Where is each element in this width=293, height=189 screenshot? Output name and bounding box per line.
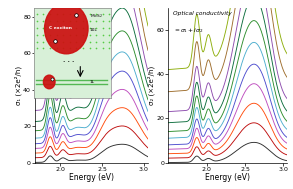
- X-axis label: Energy (eV): Energy (eV): [69, 173, 114, 182]
- Circle shape: [45, 3, 88, 54]
- X-axis label: Energy (eV): Energy (eV): [205, 173, 250, 182]
- Y-axis label: σ₂ (×2e²/h): σ₂ (×2e²/h): [148, 65, 155, 105]
- Text: 10L: 10L: [90, 28, 98, 32]
- Text: MoS$_2$: MoS$_2$: [90, 13, 103, 20]
- Text: Optical conductivity: Optical conductivity: [173, 11, 232, 16]
- Y-axis label: σ₁ (×2e²/h): σ₁ (×2e²/h): [14, 65, 22, 105]
- Text: C exciton: C exciton: [50, 26, 72, 30]
- Circle shape: [43, 75, 55, 89]
- Text: 1L: 1L: [90, 80, 95, 84]
- Text: . . .: . . .: [63, 58, 74, 63]
- Text: $=\sigma_1+i\sigma_2$: $=\sigma_1+i\sigma_2$: [173, 26, 204, 35]
